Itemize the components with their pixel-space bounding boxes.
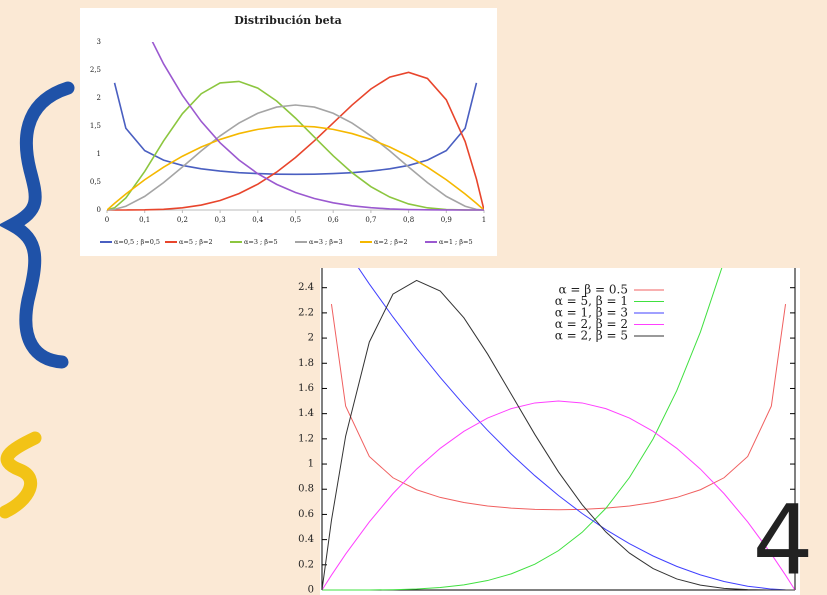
y-tick-label: 0.8: [298, 484, 314, 495]
y-tick-label: 1.2: [298, 433, 314, 444]
slide: Distribución beta 0 0,5 1 1,5 2 2,5 3 0 0,1 0,2 0,…: [0, 0, 827, 595]
x-tick-label: 0,7: [365, 216, 376, 224]
x-tick-label: 0,3: [215, 216, 226, 224]
y-tick-label: 1.8: [298, 358, 314, 369]
y-tick-label: 2.2: [298, 307, 314, 318]
y-tick-label: 1: [308, 459, 314, 470]
x-tick-label: 0,1: [139, 216, 150, 224]
page-number: 4: [752, 484, 813, 595]
y-tick-label: 2.4: [298, 282, 314, 293]
y-tick-label: 3: [97, 38, 101, 46]
legend-label: α=1 ; β=5: [439, 238, 473, 246]
y-tick-label: 1.4: [298, 408, 314, 419]
legend-label: α=3 ; β=5: [244, 238, 278, 246]
page: {"chart_data": [ {"type": "line", "title…: [0, 0, 827, 595]
legend-label: α=5 ; β=2: [179, 238, 213, 246]
x-tick-label: 0,5: [290, 216, 301, 224]
legend-label: α=0,5 ; β=0,5: [114, 238, 160, 246]
decor-brace: [12, 88, 68, 362]
y-tick-label: 0,5: [90, 178, 101, 186]
legend-label: α=2 ; β=2: [374, 238, 408, 246]
y-tick-label: 2: [308, 333, 314, 344]
decor-squiggle: [5, 438, 35, 512]
x-tick-label: 0: [105, 216, 109, 224]
y-tick-label: 2,5: [90, 66, 101, 74]
y-tick-label: 0: [97, 206, 101, 214]
y-tick-label: 0.6: [298, 509, 314, 520]
x-tick-label: 1: [482, 216, 486, 224]
x-tick-label: 0,2: [177, 216, 188, 224]
x-tick-label: 0,8: [403, 216, 414, 224]
y-tick-label: 1,5: [90, 122, 101, 130]
legend-label: α = 2, β = 5: [555, 329, 628, 343]
y-tick-label: 0.2: [298, 559, 314, 570]
x-tick-label: 0,9: [441, 216, 452, 224]
y-tick-label: 2: [97, 94, 101, 102]
y-tick-label: 0.4: [298, 534, 314, 545]
x-tick-label: 0,4: [252, 216, 264, 224]
y-tick-label: 0: [308, 585, 314, 595]
chart-title: Distribución beta: [234, 14, 342, 27]
y-tick-label: 1.6: [298, 383, 314, 394]
legend-label: α=3 ; β=3: [309, 238, 343, 246]
y-tick-label: 1: [97, 150, 101, 158]
x-tick-label: 0,6: [328, 216, 340, 224]
